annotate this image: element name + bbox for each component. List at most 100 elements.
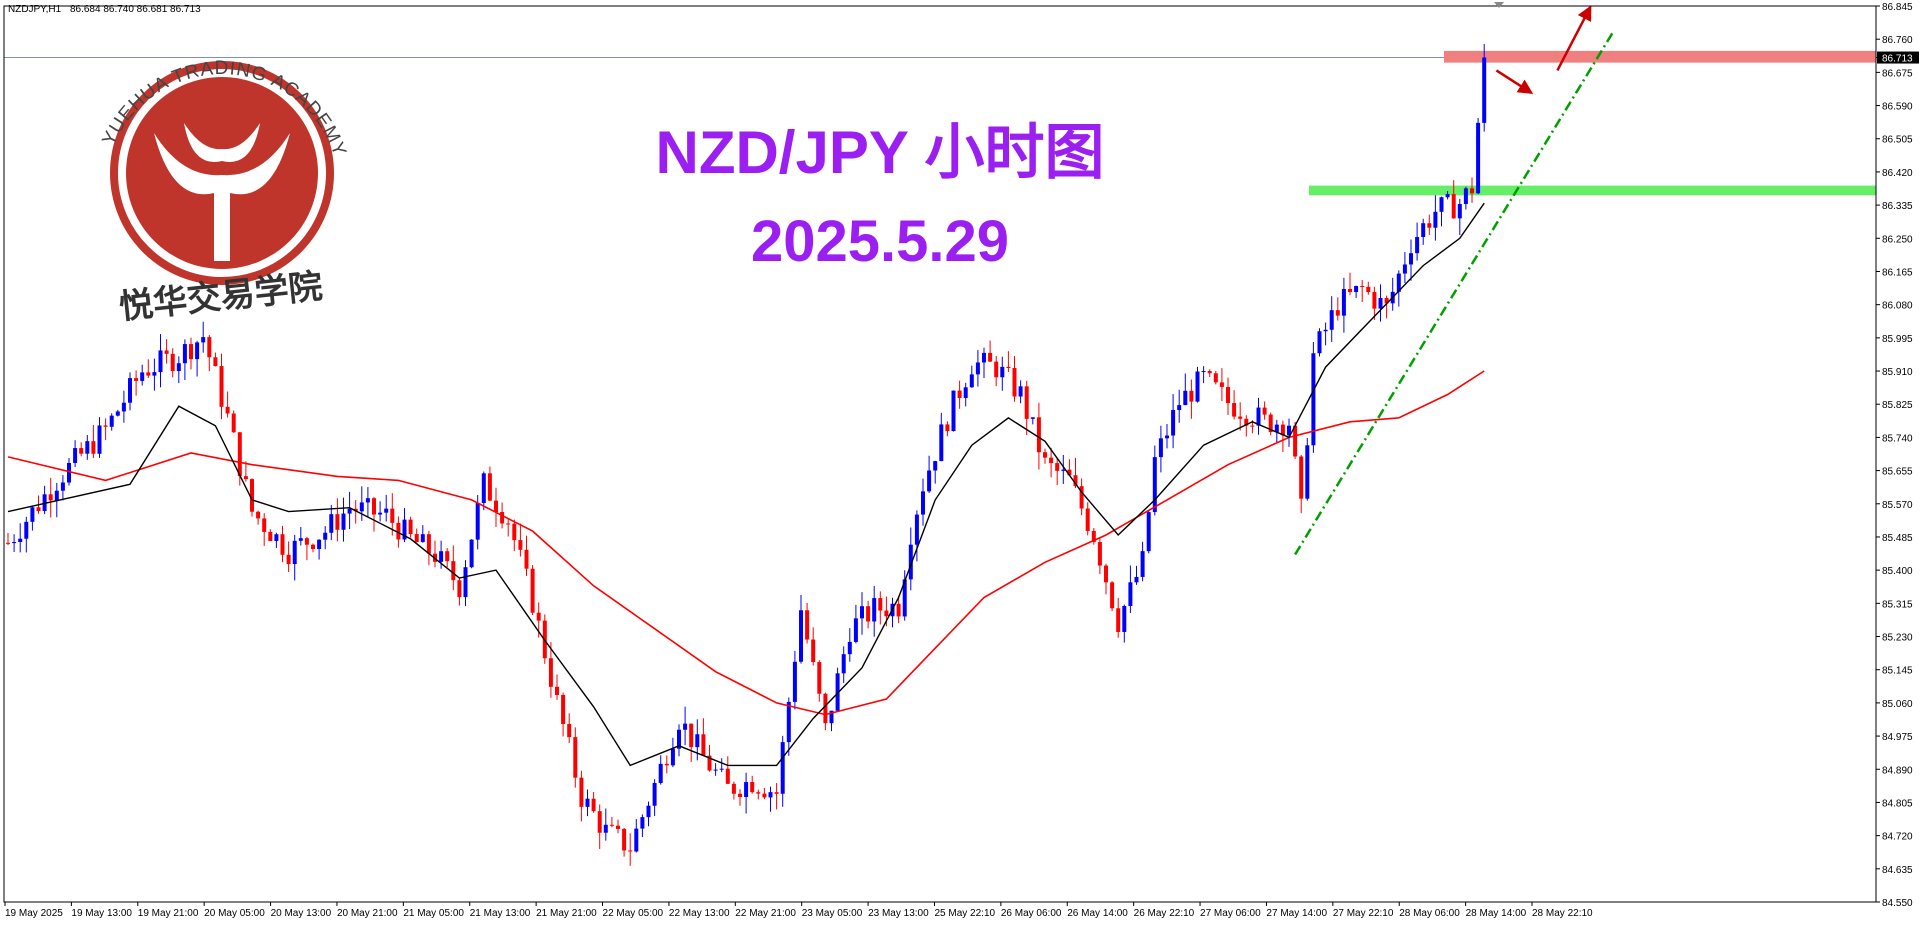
candle-body [548, 658, 553, 687]
candle-body [60, 482, 65, 491]
y-tick-label: 85.825 [1882, 400, 1913, 411]
candle-body [414, 534, 419, 543]
candle-body [1006, 366, 1011, 369]
bull-candle [1030, 417, 1035, 425]
candle-body [805, 610, 810, 640]
direction-arrow-1 [1495, 69, 1534, 94]
candle-body [115, 411, 120, 416]
candle-body [1226, 386, 1230, 404]
bear-candle [622, 828, 627, 857]
bear-candle [451, 545, 456, 591]
candle-body [1323, 329, 1328, 332]
candle-body [79, 448, 84, 454]
y-tick-label: 86.165 [1882, 267, 1913, 278]
candle-body [73, 448, 78, 463]
candle-body [140, 372, 145, 381]
bull-candle [939, 412, 944, 462]
y-tick-label: 85.995 [1882, 334, 1913, 345]
overlay-title: NZD/JPY 小时图 [655, 119, 1105, 186]
bull-candle [30, 505, 35, 531]
bear-candle [1110, 581, 1115, 612]
bull-candle [1433, 195, 1438, 241]
candle-body [408, 519, 413, 535]
candle-body [1134, 576, 1139, 583]
bull-candle [780, 735, 785, 807]
candle-body [1433, 211, 1438, 228]
candle-body [1049, 457, 1054, 464]
candle-body [1280, 424, 1285, 436]
y-tick-label: 86.335 [1882, 201, 1913, 212]
y-tick-label: 86.845 [1882, 2, 1913, 13]
candle-body [994, 361, 999, 378]
chart-shift-marker [1494, 2, 1504, 8]
candle-body [982, 352, 986, 363]
x-tick-label: 26 May 22:10 [1134, 908, 1195, 919]
candle-body [683, 723, 688, 730]
candle-body [853, 618, 858, 642]
candle-body [988, 352, 993, 362]
bull-candle [1122, 604, 1127, 643]
candle-body [121, 402, 126, 412]
bear-candle [1104, 563, 1108, 595]
bear-candle [689, 723, 694, 762]
y-tick-label: 85.145 [1882, 666, 1913, 677]
candle-body [640, 817, 645, 829]
bull-candle [847, 628, 852, 662]
candle-body [1299, 456, 1304, 499]
candle-body [1439, 197, 1444, 212]
chart-header: NZDJPY,H1 86.684 86.740 86.681 86.713 [8, 4, 201, 15]
candle-body [451, 561, 456, 581]
bear-candle [1213, 370, 1218, 385]
candle-body [1183, 390, 1188, 406]
bear-candle [988, 340, 993, 362]
chart-symbol: NZDJPY,H1 [8, 4, 62, 15]
candle-body [1354, 285, 1359, 293]
x-tick-label: 22 May 21:00 [735, 908, 796, 919]
candle-body [1073, 475, 1078, 487]
bull-candle [1415, 222, 1420, 261]
candle-body [1201, 371, 1206, 373]
current-price-tag [1877, 51, 1919, 64]
candle-body [359, 502, 364, 512]
bull-candle [1158, 425, 1163, 473]
candle-body [1476, 122, 1481, 194]
bull-candle [323, 526, 328, 550]
bear-candle [530, 564, 535, 616]
candle-body [536, 612, 541, 621]
bear-candle [48, 477, 53, 518]
bear-candle [1036, 402, 1041, 470]
candle-body [396, 522, 401, 540]
bull-candle [1061, 454, 1066, 484]
candle-body [1451, 194, 1456, 219]
candle-body [1140, 551, 1145, 577]
bull-candle [1256, 397, 1261, 435]
candle-body [524, 549, 529, 569]
bear-candle [1427, 214, 1432, 235]
candle-body [646, 805, 651, 818]
bear-candle [823, 692, 828, 731]
bear-candle [548, 642, 553, 698]
axes: 86.845 86.760 86.713 86.675 86.590 86.505 86.4… [3, 2, 1919, 919]
bear-candle [750, 775, 755, 794]
candle-body [1158, 438, 1163, 458]
candle-body [195, 342, 200, 360]
bull-candle [1390, 277, 1395, 311]
candle-body [48, 494, 53, 501]
bull-candle [585, 789, 590, 817]
logo-ring [110, 61, 334, 285]
bull-candle [195, 340, 200, 377]
bear-candle [561, 692, 566, 737]
bull-candle [969, 365, 974, 388]
x-tick-label: 20 May 21:00 [337, 908, 398, 919]
y-tick-label: 84.805 [1882, 798, 1913, 809]
candle-body [1018, 386, 1023, 397]
bull-candle [420, 525, 425, 543]
bull-candle [121, 390, 126, 423]
candle-body [1244, 418, 1249, 426]
candle-body [695, 734, 700, 748]
bull-candle [963, 382, 968, 407]
bear-candle [164, 339, 169, 364]
candle-body [445, 551, 450, 562]
